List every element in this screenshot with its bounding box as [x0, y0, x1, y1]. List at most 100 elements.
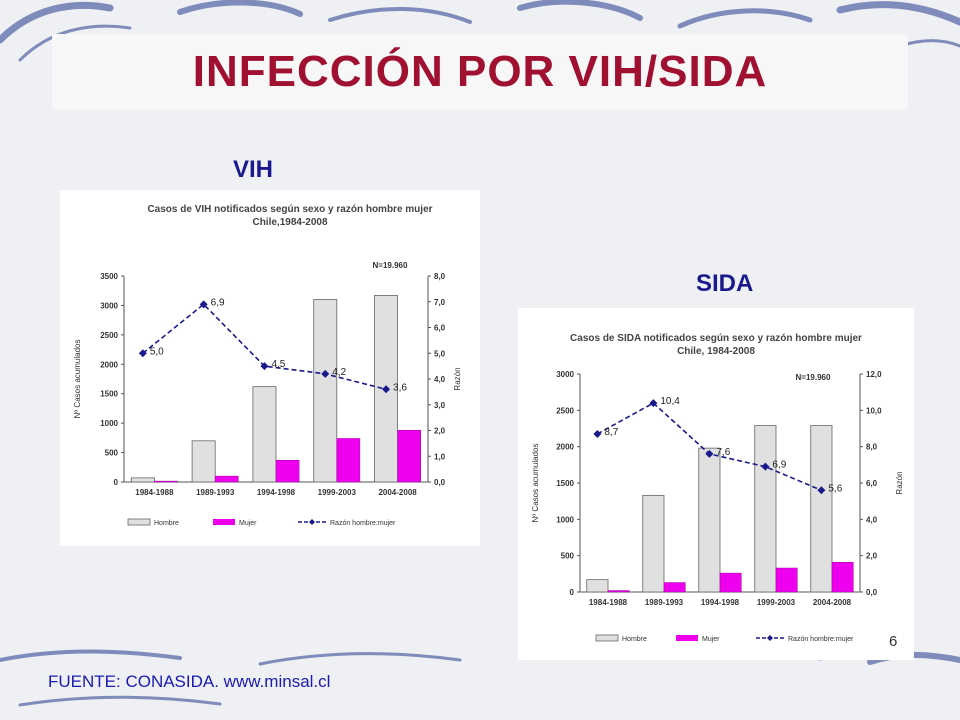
- ratio-data-label: 10,4: [660, 396, 680, 407]
- y2-tick-label: 3,0: [434, 401, 446, 410]
- ratio-point: [593, 429, 602, 438]
- ratio-data-label: 5,6: [828, 483, 842, 494]
- chart-n-label: N=19.960: [796, 373, 831, 382]
- ratio-data-label: 6,9: [772, 460, 786, 471]
- x-tick-label: 1999-2003: [318, 488, 357, 497]
- bar-mujer: [214, 475, 239, 483]
- bar-mujer: [831, 561, 854, 593]
- y-tick-label: 2500: [100, 331, 118, 340]
- chart-svg: Casos de VIH notificados según sexo y ra…: [73, 204, 462, 527]
- bar-hombre: [698, 447, 721, 593]
- y-tick-label: 2000: [556, 443, 574, 452]
- y2-tick-label: 5,0: [434, 349, 446, 358]
- ratio-point: [260, 362, 269, 371]
- chart-title: Casos de VIH notificados según sexo y ra…: [147, 204, 432, 215]
- ratio-data-label: 3,6: [393, 382, 407, 393]
- ratio-line: [142, 303, 387, 391]
- ratio-point: [382, 385, 391, 394]
- bar-hombre: [252, 386, 277, 483]
- bar-hombre: [642, 494, 665, 593]
- bar-hombre: [754, 425, 777, 593]
- y-tick-label: 0: [114, 478, 119, 487]
- ratio-data-label: 6,9: [211, 297, 225, 308]
- y2-tick-label: 10,0: [866, 406, 882, 415]
- y-axis-label: Nº Casos acumulados: [73, 340, 82, 419]
- y2-tick-label: 1,0: [434, 452, 446, 461]
- legend-marker-razon: [767, 635, 773, 641]
- y2-tick-label: 6,0: [866, 479, 878, 488]
- y-tick-label: 1000: [100, 419, 118, 428]
- y2-tick-label: 0,0: [866, 588, 878, 597]
- bar-mujer: [663, 582, 686, 593]
- bar-mujer: [154, 480, 178, 483]
- x-tick-label: 2004-2008: [378, 488, 417, 497]
- y-tick-label: 3000: [100, 301, 118, 310]
- y2-tick-label: 4,0: [434, 375, 446, 384]
- chart-title: Casos de SIDA notificados según sexo y r…: [570, 333, 862, 344]
- ratio-point: [817, 486, 826, 495]
- chart-subtitle: Chile, 1984-2008: [677, 346, 755, 357]
- y2-axis-label: Razón: [453, 367, 462, 390]
- ratio-point: [199, 300, 208, 309]
- sida-chart: Casos de SIDA notificados según sexo y r…: [518, 308, 914, 660]
- ratio-point: [321, 369, 330, 378]
- y2-tick-label: 2,0: [434, 427, 446, 436]
- legend-marker-razon: [309, 519, 315, 525]
- chart-n-label: N=19.960: [373, 261, 408, 270]
- x-tick-label: 1994-1998: [257, 488, 296, 497]
- source-credit: FUENTE: CONASIDA. www.minsal.cl: [48, 672, 331, 691]
- bar-mujer: [719, 572, 742, 593]
- y2-tick-label: 6,0: [434, 324, 446, 333]
- ratio-point: [138, 349, 147, 358]
- ratio-data-label: 7,6: [716, 447, 730, 458]
- bar-hombre: [586, 579, 609, 593]
- y2-tick-label: 8,0: [866, 443, 878, 452]
- legend-label-hombre: Hombre: [622, 636, 647, 643]
- bar-mujer: [775, 567, 798, 593]
- legend-label-mujer: Mujer: [239, 520, 257, 527]
- x-tick-label: 2004-2008: [813, 598, 852, 607]
- legend-label-razon: Razón hombre:mujer: [788, 636, 854, 643]
- y-tick-label: 2000: [100, 360, 118, 369]
- y-tick-label: 0: [570, 588, 575, 597]
- title-band: INFECCIÓN POR VIH/SIDA: [52, 34, 908, 110]
- legend-swatch-hombre: [127, 518, 151, 526]
- page-number: 6: [889, 633, 898, 650]
- legend-label-razon: Razón hombre:mujer: [330, 520, 396, 527]
- y2-tick-label: 4,0: [866, 515, 878, 524]
- x-tick-label: 1994-1998: [701, 598, 740, 607]
- ratio-point: [761, 462, 770, 471]
- ratio-data-label: 5,0: [150, 346, 164, 357]
- ratio-data-label: 4,5: [271, 359, 285, 370]
- vih-section-label: VIH: [233, 156, 274, 183]
- y-tick-label: 500: [561, 552, 575, 561]
- bar-hombre: [810, 425, 833, 593]
- y-tick-label: 1500: [556, 479, 574, 488]
- y2-axis-label: Razón: [895, 471, 904, 494]
- bar-mujer: [275, 459, 300, 483]
- ratio-point: [649, 399, 658, 408]
- y-tick-label: 3500: [100, 272, 118, 281]
- y2-tick-label: 0,0: [434, 478, 446, 487]
- bar-hombre: [130, 477, 155, 483]
- bar-mujer: [607, 590, 630, 593]
- x-tick-label: 1984-1988: [589, 598, 628, 607]
- ratio-data-label: 4,2: [332, 367, 346, 378]
- y-tick-label: 500: [105, 449, 119, 458]
- x-tick-label: 1999-2003: [757, 598, 796, 607]
- page-title: INFECCIÓN POR VIH/SIDA: [192, 47, 768, 96]
- x-tick-label: 1984-1988: [135, 488, 174, 497]
- y-tick-label: 2500: [556, 406, 574, 415]
- y2-tick-label: 2,0: [866, 552, 878, 561]
- bar-mujer: [397, 429, 421, 483]
- y-tick-label: 1500: [100, 390, 118, 399]
- y-tick-label: 3000: [556, 370, 574, 379]
- y2-tick-label: 7,0: [434, 298, 446, 307]
- sida-section-label: SIDA: [696, 270, 754, 297]
- y-axis-label: Nº Casos acumulados: [531, 444, 540, 523]
- bar-hombre: [191, 440, 216, 483]
- bar-mujer: [336, 438, 361, 483]
- chart-svg: Casos de SIDA notificados según sexo y r…: [531, 333, 904, 643]
- bar-hombre: [313, 299, 338, 483]
- ratio-data-label: 8,7: [604, 427, 618, 438]
